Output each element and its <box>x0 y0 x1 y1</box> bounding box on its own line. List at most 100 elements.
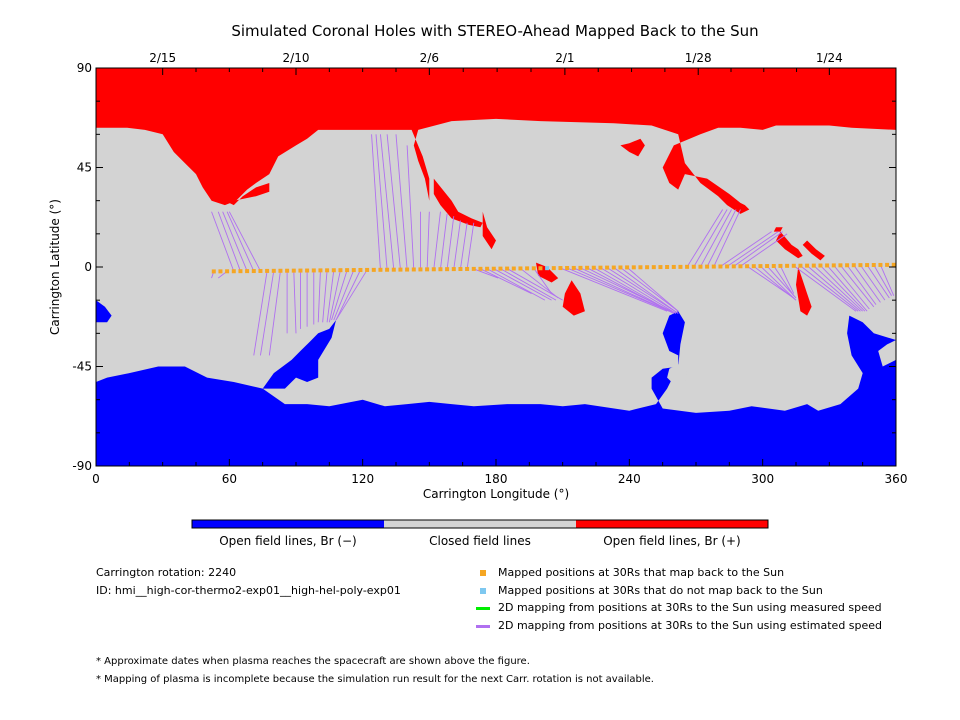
legend-swatch-not-mapped <box>480 588 486 594</box>
mapping-line <box>626 267 679 312</box>
mapping-line <box>486 268 546 301</box>
mapped-position-marker <box>478 266 483 271</box>
mapped-position-marker <box>538 266 543 271</box>
mapping-line <box>573 267 670 312</box>
mapping-line <box>480 268 532 294</box>
date-tick-label: 2/15 <box>149 51 176 65</box>
x-tick-label: 120 <box>351 472 374 486</box>
mapped-position-marker <box>391 267 396 272</box>
mapping-line <box>846 264 877 305</box>
mapped-position-marker <box>591 265 596 270</box>
mapping-line <box>406 145 415 270</box>
colorbar-label-positive: Open field lines, Br (+) <box>603 534 741 548</box>
mapped-position-marker <box>791 263 796 268</box>
mapped-position-marker <box>871 263 876 268</box>
mapping-line <box>473 268 499 279</box>
mapped-position-marker <box>891 262 896 267</box>
mapped-position-marker <box>598 265 603 270</box>
mapped-position-marker <box>231 269 236 274</box>
colorbar-label-closed: Closed field lines <box>429 534 531 548</box>
mapping-line <box>706 209 737 267</box>
carrington-rotation-label: Carrington rotation: 2240 <box>96 566 237 579</box>
mapping-line <box>533 268 552 294</box>
mapped-position-marker <box>771 263 776 268</box>
mapped-position-marker <box>285 268 290 273</box>
mapped-position-marker <box>631 265 636 270</box>
mapped-position-marker <box>611 265 616 270</box>
mapped-position-marker <box>518 266 523 271</box>
negative-open-region <box>262 320 336 389</box>
mapping-line <box>333 269 355 321</box>
mapping-line <box>593 267 675 314</box>
mapped-position-marker <box>571 265 576 270</box>
mapping-line <box>217 211 241 272</box>
mapped-position-marker <box>851 263 856 268</box>
y-tick-label: -45 <box>72 360 92 374</box>
mapping-line <box>466 222 475 270</box>
positive-open-patch <box>562 280 585 316</box>
mapped-position-marker <box>671 264 676 269</box>
mapped-position-marker <box>825 263 830 268</box>
mapped-position-marker <box>678 264 683 269</box>
mapped-position-marker <box>718 264 723 269</box>
mapping-line <box>740 233 788 267</box>
mapping-line <box>222 211 248 272</box>
mapping-line <box>375 134 388 270</box>
mapped-position-marker <box>451 267 456 272</box>
mapped-position-marker <box>238 269 243 274</box>
y-tick-label: 45 <box>77 161 92 175</box>
date-tick-label: 2/6 <box>420 51 439 65</box>
mapped-position-marker <box>878 262 883 267</box>
mapped-position-marker <box>585 265 590 270</box>
mapped-position-marker <box>525 266 530 271</box>
mapped-position-marker <box>798 263 803 268</box>
colorbar-segment <box>384 520 576 528</box>
mapped-position-marker <box>551 266 556 271</box>
mapped-position-marker <box>625 265 630 270</box>
mapped-position-marker <box>811 263 816 268</box>
mapped-position-marker <box>211 269 216 274</box>
mapped-position-marker <box>371 267 376 272</box>
chart-title: Simulated Coronal Holes with STEREO-Ahea… <box>231 22 759 40</box>
x-tick-label: 60 <box>222 472 237 486</box>
mapping-line <box>379 134 395 270</box>
legend-swatch-mapped <box>480 570 486 576</box>
mapped-position-marker <box>865 263 870 268</box>
mapped-position-marker <box>731 264 736 269</box>
mapping-line <box>840 265 875 308</box>
mapped-position-marker <box>265 268 270 273</box>
mapped-position-marker <box>765 264 770 269</box>
mapping-line <box>620 267 679 312</box>
mapped-position-marker <box>885 262 890 267</box>
mapping-line <box>853 264 881 303</box>
mapped-position-marker <box>685 264 690 269</box>
mapping-line <box>335 269 368 321</box>
footnote-dates: * Approximate dates when plasma reaches … <box>96 656 530 667</box>
mapping-line <box>259 270 275 356</box>
mapped-position-marker <box>358 267 363 272</box>
mapping-line <box>826 265 868 312</box>
mapped-position-marker <box>365 267 370 272</box>
mapping-line <box>833 265 870 310</box>
mapping-line <box>459 222 468 270</box>
x-axis-label: Carrington Longitude (°) <box>422 487 570 501</box>
mapped-position-marker <box>778 263 783 268</box>
mapping-line <box>753 265 797 301</box>
mapped-position-marker <box>405 267 410 272</box>
date-tick-label: 1/24 <box>816 51 843 65</box>
mapping-line <box>820 265 866 312</box>
x-tick-label: 180 <box>485 472 508 486</box>
legend-line-measured-speed <box>476 607 490 610</box>
mapped-position-marker <box>805 263 810 268</box>
mapped-position-marker <box>758 264 763 269</box>
positive-open-patch <box>482 211 496 250</box>
colorbar-segment <box>192 520 384 528</box>
mapping-line <box>866 264 890 299</box>
mapped-position-marker <box>665 265 670 270</box>
mapping-line <box>395 134 408 270</box>
mapped-position-marker <box>438 267 443 272</box>
mapped-position-marker <box>531 266 536 271</box>
footnote-incomplete: * Mapping of plasma is incomplete becaus… <box>96 674 654 685</box>
mapping-line <box>686 209 724 268</box>
